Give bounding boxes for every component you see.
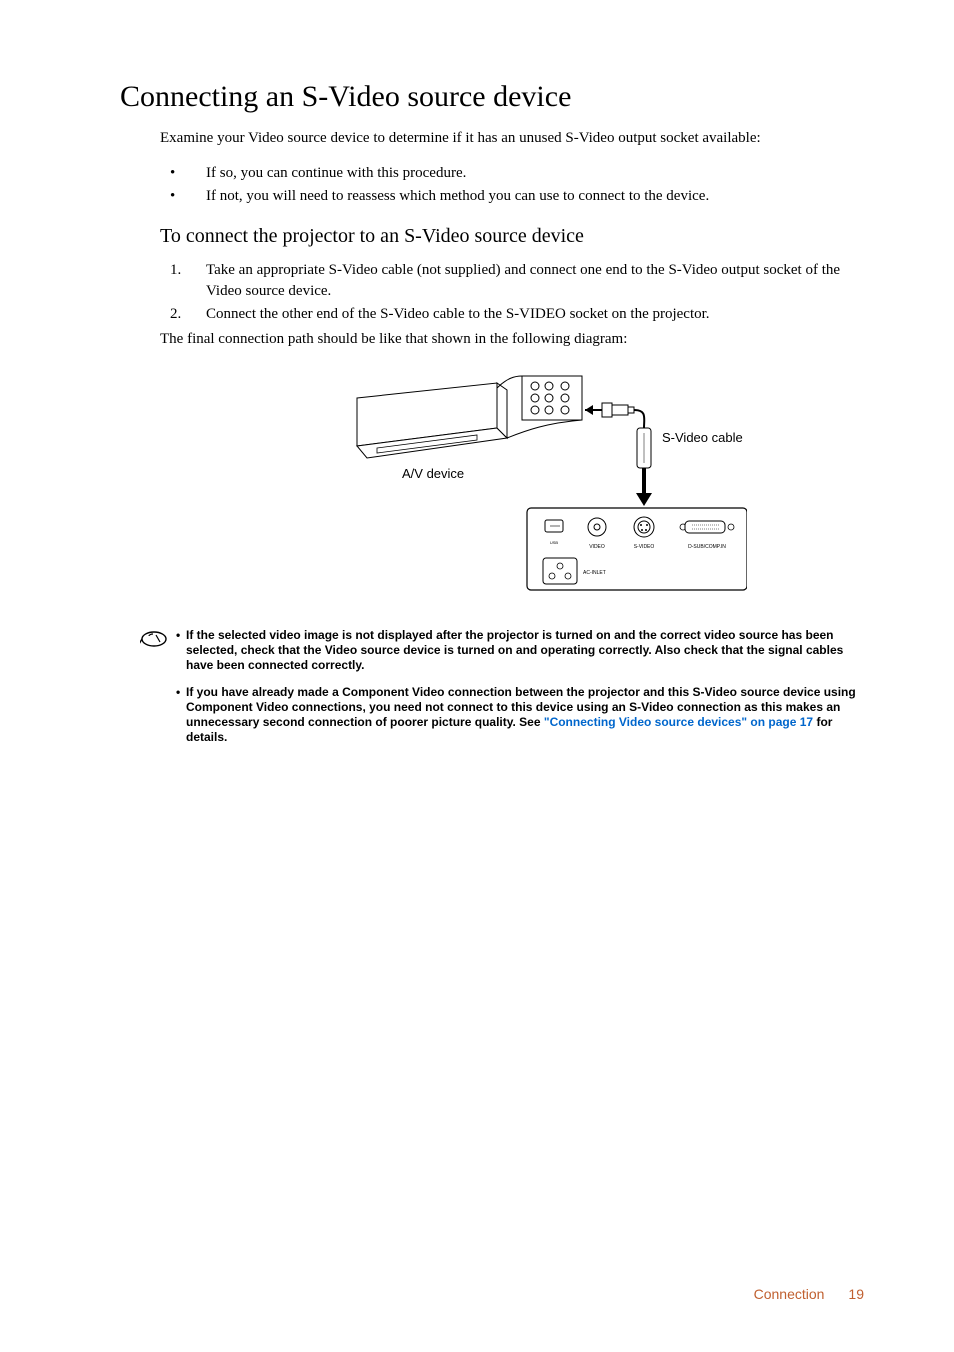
diagram-svg: A/V device S-Video cable USB (247, 368, 747, 598)
list-item: 1. Take an appropriate S-Video cable (no… (170, 260, 874, 302)
svideo-cable-label: S-Video cable (662, 430, 743, 445)
bullet-icon: • (170, 162, 206, 185)
bullet-icon: • (176, 685, 186, 745)
connection-diagram: A/V device S-Video cable USB (120, 368, 874, 598)
bullet-text: If so, you can continue with this proced… (206, 162, 466, 185)
step-text: Connect the other end of the S-Video cab… (206, 304, 710, 325)
bullet-list: • If so, you can continue with this proc… (170, 162, 874, 207)
intro-text: Examine your Video source device to dete… (160, 128, 874, 148)
list-item: 2. Connect the other end of the S-Video … (170, 304, 874, 325)
list-item: • If not, you will need to reassess whic… (170, 185, 874, 208)
note-icon (140, 630, 168, 648)
page-footer: Connection 19 (754, 1286, 864, 1302)
list-item: • If so, you can continue with this proc… (170, 162, 874, 185)
bullet-icon: • (176, 628, 186, 673)
note-item: • If the selected video image is not dis… (176, 628, 864, 673)
footer-page-number: 19 (848, 1286, 864, 1302)
cross-reference-link[interactable]: "Connecting Video source devices" on pag… (544, 715, 813, 729)
svg-text:USB: USB (550, 540, 559, 545)
av-device-icon (357, 376, 582, 458)
step-number: 2. (170, 304, 206, 325)
port-label-svideo: S-VIDEO (634, 544, 655, 550)
step-list: 1. Take an appropriate S-Video cable (no… (170, 260, 874, 325)
bullet-icon: • (170, 185, 206, 208)
port-label-video: VIDEO (589, 544, 605, 550)
note-item: • If you have already made a Component V… (176, 685, 864, 745)
bullet-text: If not, you will need to reassess which … (206, 185, 709, 208)
port-label-ac: AC-INLET (583, 570, 606, 576)
section-subtitle: To connect the projector to an S-Video s… (160, 225, 874, 248)
port-label-dsub: D-SUB/COMP.IN (688, 544, 726, 550)
page-title: Connecting an S-Video source device (120, 80, 874, 114)
footer-section: Connection (754, 1286, 825, 1302)
step-number: 1. (170, 260, 206, 302)
notes-block: • If the selected video image is not dis… (140, 628, 864, 757)
svideo-cable-icon (585, 403, 652, 506)
step-text: Take an appropriate S-Video cable (not s… (206, 260, 874, 302)
av-device-label: A/V device (402, 466, 464, 481)
final-line-text: The final connection path should be like… (160, 331, 874, 348)
note-text: If you have already made a Component Vid… (186, 685, 864, 745)
note-text: If the selected video image is not displ… (186, 628, 864, 673)
projector-panel-icon: USB VIDEO S-VIDEO D-SUB/COMP.IN (527, 508, 747, 590)
